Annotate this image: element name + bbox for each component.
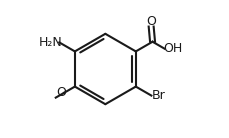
Text: H₂N: H₂N xyxy=(38,36,62,49)
Text: Br: Br xyxy=(151,89,165,102)
Text: O: O xyxy=(56,86,66,99)
Text: OH: OH xyxy=(162,42,181,55)
Text: O: O xyxy=(146,15,155,28)
